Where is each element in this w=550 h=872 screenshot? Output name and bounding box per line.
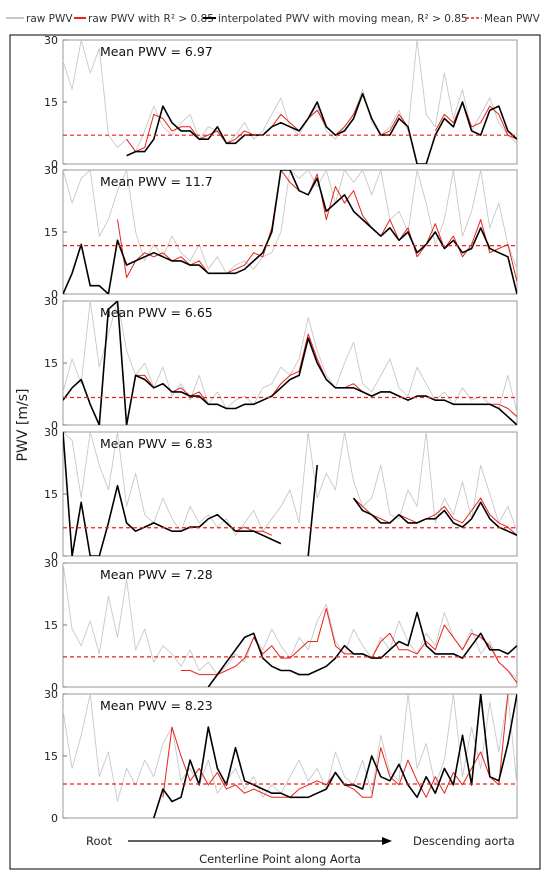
y-tick-label: 30 — [44, 426, 58, 439]
y-tick-label: 0 — [51, 550, 58, 563]
x-start-label: Root — [86, 834, 113, 848]
mean-annotation: Mean PWV = 6.83 — [100, 436, 213, 451]
series-interp — [126, 92, 517, 164]
y-tick-label: 0 — [51, 288, 58, 301]
panel-2: 0 15 30 Mean PWV = 11.7 — [44, 164, 518, 301]
legend-label-interp: interpolated PWV with moving mean, R² > … — [218, 13, 468, 25]
x-end-label: Descending aorta — [413, 834, 515, 848]
y-tick-label: 30 — [44, 34, 58, 47]
series-interp — [153, 694, 517, 818]
series-raw — [63, 432, 517, 536]
legend: raw PWV raw PWV with R² > 0.85 interpola… — [6, 13, 541, 25]
legend-label-raw: raw PWV — [26, 13, 73, 25]
plot-area — [62, 431, 518, 557]
y-tick-label: 0 — [51, 812, 58, 825]
mean-annotation: Mean PWV = 6.97 — [100, 44, 213, 59]
y-tick-label: 15 — [44, 750, 58, 763]
series-interp — [63, 301, 517, 425]
y-tick-label: 15 — [44, 96, 58, 109]
plot-area — [62, 39, 518, 165]
x-axis-label: Centerline Point along Aorta — [199, 852, 361, 866]
y-tick-label: 30 — [44, 295, 58, 308]
y-tick-label: 15 — [44, 619, 58, 632]
panel-6: 0 15 30 Mean PWV = 8.23 — [44, 688, 518, 825]
x-direction-arrow-head — [382, 837, 392, 845]
series-interp — [63, 432, 517, 556]
y-tick-label: 0 — [51, 681, 58, 694]
legend-label-raw-r2: raw PWV with R² > 0.85 — [88, 13, 214, 25]
plot-area — [62, 300, 518, 426]
panels: 0 15 30 Mean PWV = 6.97 0 15 30 Mean PWV = 11.7… — [44, 34, 518, 825]
panel-5: 0 15 30 Mean PWV = 7.28 — [44, 557, 518, 694]
y-axis-label: PWV [m/s] — [15, 389, 31, 462]
mean-annotation: Mean PWV = 8.23 — [100, 698, 213, 713]
y-tick-label: 30 — [44, 164, 58, 177]
series-raw-r2 — [117, 170, 517, 282]
y-tick-label: 15 — [44, 357, 58, 370]
series-interp — [207, 611, 517, 687]
series-raw — [63, 694, 517, 802]
mean-annotation: Mean PWV = 6.65 — [100, 305, 213, 320]
mean-annotation: Mean PWV = 7.28 — [100, 567, 213, 582]
panel-3: 0 15 30 Mean PWV = 6.65 — [44, 295, 518, 432]
y-tick-label: 15 — [44, 226, 58, 239]
series-interp — [63, 170, 517, 294]
y-tick-label: 0 — [51, 419, 58, 432]
mean-annotation: Mean PWV = 11.7 — [100, 174, 213, 189]
y-tick-label: 30 — [44, 557, 58, 570]
panel-4: 0 15 30 Mean PWV = 6.83 — [44, 426, 518, 563]
legend-label-mean: Mean PWV — [484, 13, 541, 25]
y-tick-label: 30 — [44, 688, 58, 701]
plot-area — [62, 169, 518, 295]
y-tick-label: 0 — [51, 158, 58, 171]
panel-1: 0 15 30 Mean PWV = 6.97 — [44, 34, 518, 171]
y-tick-label: 15 — [44, 488, 58, 501]
series-raw-r2 — [181, 608, 517, 684]
series-raw — [63, 170, 517, 274]
